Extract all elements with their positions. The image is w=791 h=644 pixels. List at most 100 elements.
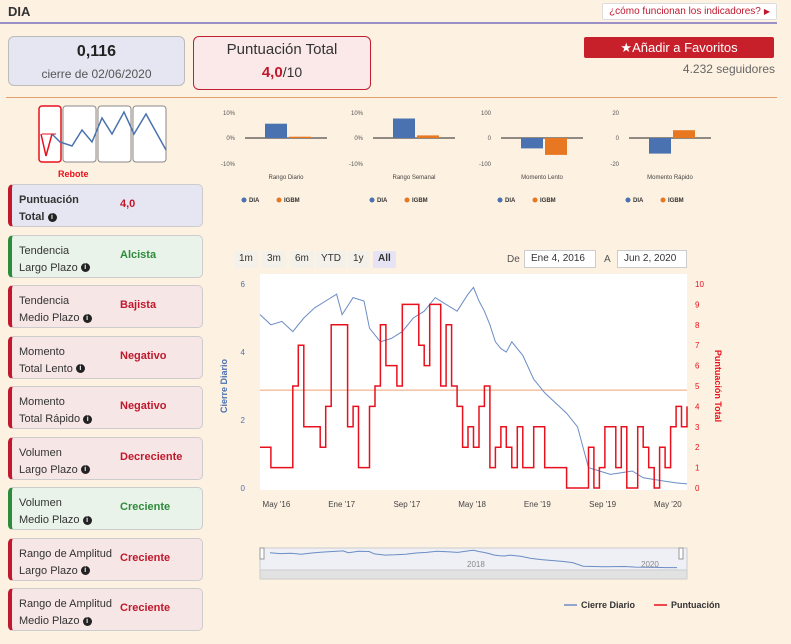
y-right-tick: 9 [695,300,700,309]
indicator-card[interactable]: Volumen Medio Plazo i Creciente [8,487,203,530]
mini-chart: 20 0 -20 Momento Rápido DIA IGBM [610,111,711,204]
comparison-mini-charts: 10% 0% -10% Rango Diario DIA IGBM 10% 0% -10% Ran… [221,111,711,204]
navigator-line [269,549,677,569]
navigator-handle-right[interactable] [678,547,684,560]
chevron-right-icon: ▶ [763,7,770,16]
y-left-tick: 4 [241,348,246,357]
main-chart-legend: Cierre Diario Puntuación [564,600,720,610]
y-left-tick: 0 [241,484,246,493]
close-price-date: cierre de 02/06/2020 [41,67,152,81]
ticker-title: DIA [8,4,31,19]
star-icon: ★ [620,40,633,55]
indicator-value: Creciente [120,602,171,614]
indicator-card[interactable]: Rango de Amplitud Medio Plazo i Creciente [8,588,203,631]
indicator-card[interactable]: Puntuación Total i 4,0 [8,184,203,227]
legend-label-score: Puntuación [671,600,720,610]
y-right-tick: 8 [695,321,700,330]
indicator-card[interactable]: Tendencia Medio Plazo i Bajista [8,285,203,328]
mini-bar-dia [393,118,415,138]
info-icon[interactable]: i [47,212,57,222]
indicator-value: Creciente [120,551,171,564]
x-tick: Ene '17 [328,500,355,509]
y-right-tick: 7 [695,341,700,350]
indicator-label-line2: Total [19,211,48,223]
mini-chart-ymid: 0 [616,136,620,142]
range-button-6m[interactable]: 6m [290,251,314,268]
info-icon[interactable]: i [80,566,90,576]
indicator-label: Tendencia Medio Plazo i [19,293,119,327]
mini-chart-ymin: -10% [349,162,364,168]
info-icon[interactable]: i [80,465,90,475]
indicator-card[interactable]: Tendencia Largo Plazo i Alcista [8,234,203,278]
y-right-tick: 5 [695,382,700,391]
indicator-label-line2: Largo Plazo [19,564,81,577]
indicator-card[interactable]: Rango de Amplitud Largo Plazo i Creciente [8,537,203,581]
main-chart[interactable]: 0 2 4 6 0 1 2 3 4 5 6 7 8 9 10 Cierre Diario Puntuación … [215,265,735,615]
x-tick: May '20 [654,500,682,509]
info-icon[interactable]: i [83,414,93,424]
date-from-label: De [507,254,520,265]
date-to-input[interactable]: Jun 2, 2020 [617,250,687,268]
pattern-red-line [40,133,53,157]
how-indicators-label: ¿cómo funcionan los indicadores? [609,6,761,17]
legend-dot-igbm [660,197,666,203]
indicator-label-line1: Tendencia [19,295,70,307]
indicator-card[interactable]: Volumen Largo Plazo i Decreciente [8,436,203,480]
indicator-label-line1: Momento [19,345,65,358]
mini-bar-igbm [545,138,567,155]
mini-chart-name: Rango Diario [268,175,304,181]
how-indicators-link[interactable]: ¿cómo funcionan los indicadores? ▶ [602,3,777,20]
add-favorites-button[interactable]: ★Añadir a Favoritos [584,37,774,58]
range-button-1y[interactable]: 1y [348,251,369,268]
navigator-scrollbar[interactable] [259,569,688,580]
x-tick: May '16 [263,500,291,509]
mini-chart-name: Momento Lento [521,175,563,181]
indicator-label-line2: Medio Plazo [19,615,83,627]
x-tick: Sep '17 [393,500,420,509]
indicator-label-line1: Momento [19,396,65,408]
info-icon[interactable]: i [82,313,92,323]
range-button-ytd[interactable]: YTD [316,251,346,268]
total-score-box: Puntuación Total 4,0/10 [193,36,371,90]
indicator-label: Tendencia Largo Plazo i [19,243,119,277]
mini-chart-ymax: 20 [612,111,619,117]
x-tick: Ene '19 [524,500,551,509]
indicator-label-line1: Puntuación [19,194,79,206]
indicator-label-line1: Tendencia [19,244,70,257]
navigator-handle-left[interactable] [259,547,265,560]
range-button-1m[interactable]: 1m [234,251,258,268]
chart-navigator[interactable]: 2018 2020 [259,547,688,580]
y-right-tick: 0 [695,484,700,493]
legend-dot-igbm [404,197,410,203]
add-favorites-label: Añadir a Favoritos [632,40,738,55]
indicator-value: 4,0 [120,198,136,210]
info-icon[interactable]: i [82,616,92,626]
mini-bar-dia [521,138,543,149]
legend-dot-dia [625,197,631,203]
legend-igbm: IGBM [284,198,300,204]
mini-bar-igbm [289,136,311,138]
mini-chart-ymid: 0% [354,136,363,142]
y-left-tick: 2 [241,416,246,425]
indicator-label: Momento Total Lento i [19,344,119,378]
indicator-card[interactable]: Momento Total Lento i Negativo [8,335,203,379]
info-icon[interactable]: i [82,515,92,525]
total-score-value: 4,0 [261,64,283,81]
range-button-all[interactable]: All [373,251,396,268]
indicator-label-line2: Total Rápido [19,413,84,425]
indicator-label-line2: Medio Plazo [19,514,83,526]
y-right-tick: 3 [695,423,700,432]
date-from-input[interactable]: Ene 4, 2016 [524,250,596,268]
mini-chart-ymax: 10% [351,111,364,117]
legend-dia: DIA [505,198,516,204]
mini-chart-name: Rango Semanal [392,175,435,181]
range-button-3m[interactable]: 3m [262,251,286,268]
info-icon[interactable]: i [80,263,90,273]
x-tick: Sep '19 [589,500,616,509]
info-icon[interactable]: i [75,364,85,374]
pattern-frame-3 [97,105,132,163]
header-divider [0,22,777,24]
indicator-card[interactable]: Momento Total Rápido i Negativo [8,386,203,429]
price-series-line [259,286,688,485]
y-right-tick: 6 [695,362,700,371]
